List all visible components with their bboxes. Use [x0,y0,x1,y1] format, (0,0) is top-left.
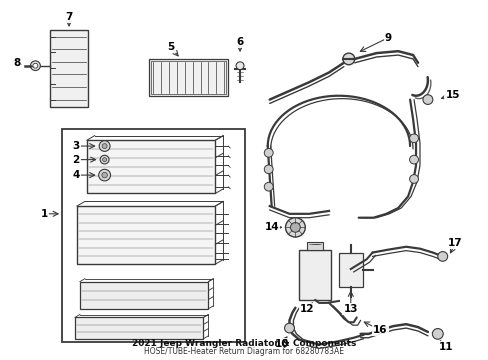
Bar [77,206,215,264]
Text: 11: 11 [438,342,452,352]
Bar [299,249,330,300]
Text: 3: 3 [72,141,80,151]
Text: 7: 7 [65,12,73,22]
Bar [75,318,203,339]
Text: 9: 9 [384,33,391,42]
Circle shape [437,252,447,261]
Text: HOSE/TUBE-Heater Return Diagram for 68280783AE: HOSE/TUBE-Heater Return Diagram for 6828… [143,347,343,356]
Text: 5: 5 [167,42,174,52]
Bar [87,140,215,193]
Text: 8: 8 [13,58,20,68]
Circle shape [236,62,244,69]
Circle shape [264,183,273,191]
Text: 12: 12 [300,304,314,314]
Circle shape [99,169,110,181]
Circle shape [264,148,273,157]
Text: 4: 4 [72,170,80,180]
Circle shape [264,165,273,174]
Text: 2021 Jeep Wrangler Radiator & Components: 2021 Jeep Wrangler Radiator & Components [132,339,355,348]
Circle shape [342,53,354,65]
Bar [338,253,362,287]
Bar [149,59,228,96]
Bar [80,282,208,309]
Text: 13: 13 [343,304,357,314]
Bar [151,61,226,94]
Circle shape [409,155,418,164]
Circle shape [409,175,418,183]
Text: 16: 16 [372,325,387,335]
Circle shape [431,329,442,339]
Circle shape [290,222,300,232]
Text: 10: 10 [274,338,288,348]
Circle shape [102,172,107,178]
Text: 6: 6 [236,36,243,46]
Circle shape [409,134,418,143]
Bar [62,129,244,342]
Circle shape [100,155,109,164]
Bar [306,242,323,249]
Text: 17: 17 [447,238,462,248]
Circle shape [285,218,305,237]
Circle shape [99,141,110,152]
Circle shape [30,61,41,71]
Bar [50,30,88,107]
Text: 2: 2 [72,154,80,165]
Text: 14: 14 [264,222,279,233]
Circle shape [102,158,106,162]
Text: 15: 15 [445,90,459,100]
Circle shape [33,63,38,68]
Circle shape [422,95,432,104]
Circle shape [102,144,107,148]
Text: 1: 1 [41,209,48,219]
Circle shape [284,323,294,333]
